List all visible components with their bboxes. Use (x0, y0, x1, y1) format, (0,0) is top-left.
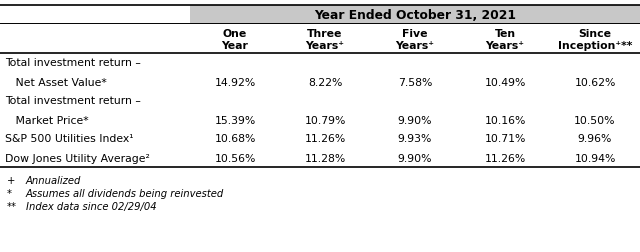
Text: 10.56%: 10.56% (214, 153, 256, 163)
Text: 10.79%: 10.79% (305, 115, 346, 125)
Text: 9.96%: 9.96% (578, 134, 612, 144)
Text: 7.58%: 7.58% (398, 77, 432, 87)
Text: One: One (223, 28, 247, 39)
Text: Dow Jones Utility Average²: Dow Jones Utility Average² (5, 153, 150, 163)
Text: 10.62%: 10.62% (574, 77, 616, 87)
Text: 9.93%: 9.93% (398, 134, 432, 144)
Text: Five: Five (403, 28, 428, 39)
Text: 11.28%: 11.28% (305, 153, 346, 163)
Text: Ten: Ten (495, 28, 516, 39)
Text: Assumes all dividends being reinvested: Assumes all dividends being reinvested (26, 188, 224, 198)
Text: 14.92%: 14.92% (214, 77, 256, 87)
Text: Annualized: Annualized (26, 175, 81, 185)
Text: 11.26%: 11.26% (305, 134, 346, 144)
Text: Year Ended October 31, 2021: Year Ended October 31, 2021 (314, 9, 516, 21)
Text: Years⁺: Years⁺ (396, 40, 435, 50)
Text: Since: Since (579, 28, 611, 39)
Text: Market Price*: Market Price* (5, 115, 88, 125)
Text: Total investment return –: Total investment return – (5, 96, 141, 106)
Text: 10.71%: 10.71% (484, 134, 525, 144)
Text: 15.39%: 15.39% (214, 115, 256, 125)
Text: 10.50%: 10.50% (574, 115, 616, 125)
Text: +: + (7, 175, 15, 185)
Text: Years⁺: Years⁺ (305, 40, 344, 50)
Text: 10.49%: 10.49% (484, 77, 525, 87)
Text: Total investment return –: Total investment return – (5, 58, 141, 68)
Text: 10.94%: 10.94% (574, 153, 616, 163)
Text: 9.90%: 9.90% (398, 115, 432, 125)
Text: 8.22%: 8.22% (308, 77, 342, 87)
Text: S&P 500 Utilities Index¹: S&P 500 Utilities Index¹ (5, 134, 134, 144)
Text: Years⁺: Years⁺ (486, 40, 525, 50)
Text: Net Asset Value*: Net Asset Value* (5, 77, 107, 87)
Text: 10.16%: 10.16% (484, 115, 525, 125)
Text: 9.90%: 9.90% (398, 153, 432, 163)
Text: Year: Year (221, 40, 248, 50)
Text: *: * (7, 188, 12, 198)
Text: 10.68%: 10.68% (214, 134, 256, 144)
Bar (190, 6, 640, 24)
Text: **: ** (7, 201, 17, 211)
Text: 11.26%: 11.26% (484, 153, 525, 163)
Text: Three: Three (307, 28, 343, 39)
Text: Inception⁺**: Inception⁺** (558, 40, 632, 50)
Text: Index data since 02/29/04: Index data since 02/29/04 (26, 201, 157, 211)
